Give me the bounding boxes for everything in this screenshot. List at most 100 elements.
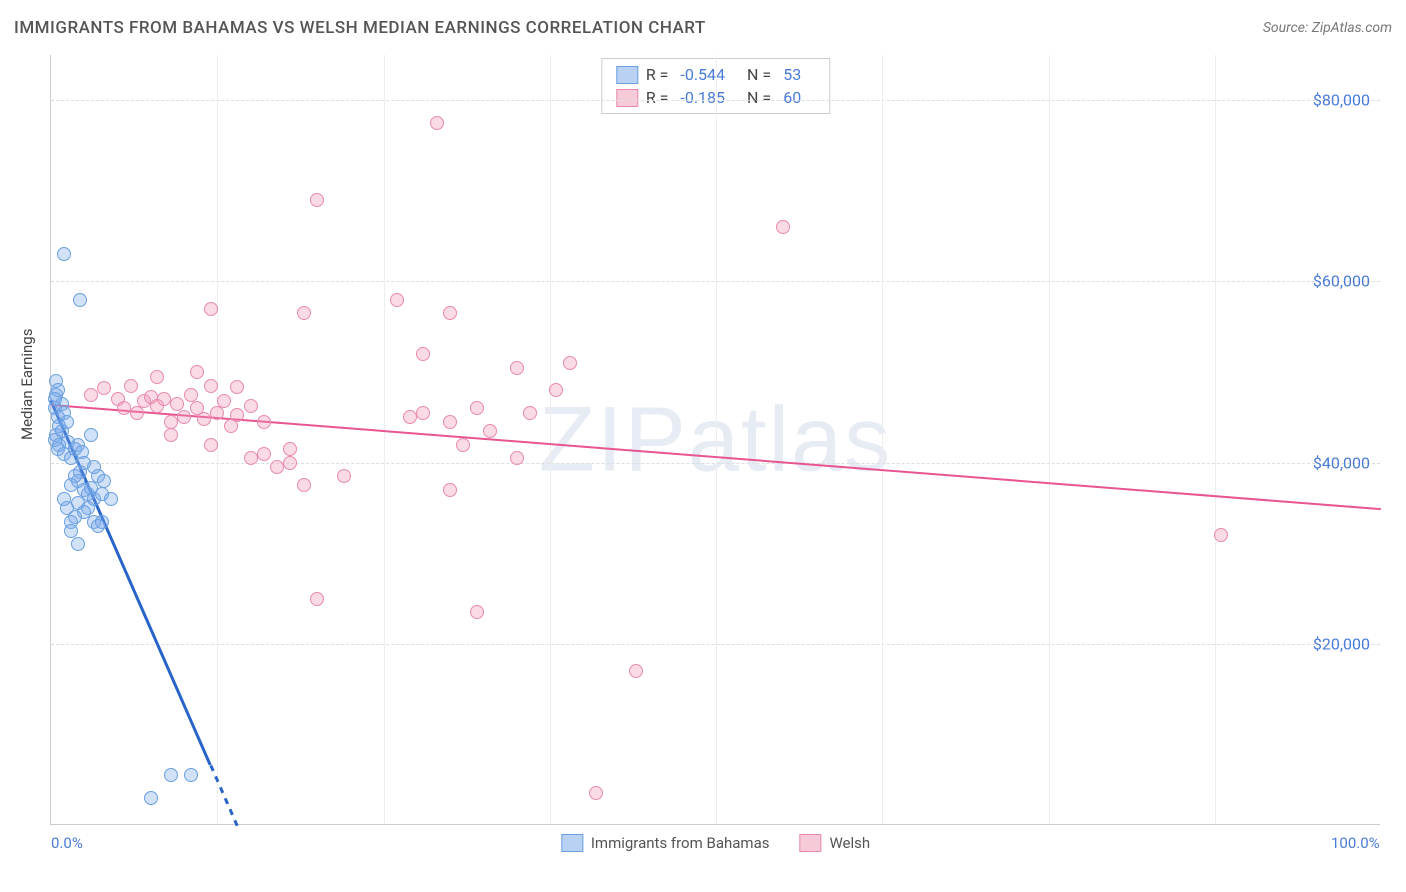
scatter-point xyxy=(629,664,643,678)
scatter-point xyxy=(257,447,271,461)
chart-container: IMMIGRANTS FROM BAHAMAS VS WELSH MEDIAN … xyxy=(0,0,1406,892)
scatter-point xyxy=(310,592,324,606)
gridline-v xyxy=(882,55,883,824)
gridline-v xyxy=(716,55,717,824)
scatter-point xyxy=(416,406,430,420)
scatter-point xyxy=(1214,528,1228,542)
scatter-point xyxy=(164,428,178,442)
y-tick-label: $80,000 xyxy=(1313,91,1370,110)
scatter-point xyxy=(84,428,98,442)
scatter-point xyxy=(270,460,284,474)
scatter-point xyxy=(204,302,218,316)
legend-n-value-2: 60 xyxy=(783,88,801,107)
legend-n-label: N = xyxy=(747,88,771,107)
scatter-point xyxy=(403,410,417,424)
scatter-point xyxy=(124,379,138,393)
scatter-point xyxy=(257,415,271,429)
gridline-v xyxy=(550,55,551,824)
y-tick-label: $20,000 xyxy=(1313,634,1370,653)
legend-series-box: Immigrants from Bahamas Welsh xyxy=(561,834,870,852)
scatter-point xyxy=(443,306,457,320)
scatter-point xyxy=(150,370,164,384)
scatter-point xyxy=(190,365,204,379)
gridline-v xyxy=(384,55,385,824)
legend-item-series1: Immigrants from Bahamas xyxy=(561,834,770,852)
scatter-point xyxy=(97,474,111,488)
legend-r-value-1: -0.544 xyxy=(680,65,725,84)
legend-swatch-series2-b xyxy=(799,834,821,852)
gridline-v xyxy=(1215,55,1216,824)
legend-label-series1: Immigrants from Bahamas xyxy=(591,834,770,852)
scatter-point xyxy=(184,768,198,782)
scatter-point xyxy=(283,456,297,470)
scatter-point xyxy=(297,478,311,492)
legend-r-label: R = xyxy=(646,65,669,84)
y-axis-title: Median Earnings xyxy=(18,329,36,440)
scatter-point xyxy=(456,438,470,452)
scatter-point xyxy=(197,412,211,426)
scatter-point xyxy=(87,460,101,474)
scatter-point xyxy=(510,361,524,375)
scatter-point xyxy=(337,469,351,483)
legend-swatch-series1 xyxy=(616,66,638,84)
x-tick-label: 100.0% xyxy=(1331,834,1380,852)
scatter-point xyxy=(217,394,231,408)
y-tick-label: $40,000 xyxy=(1313,453,1370,472)
scatter-point xyxy=(48,392,62,406)
scatter-point xyxy=(776,220,790,234)
scatter-point xyxy=(589,786,603,800)
scatter-point xyxy=(470,401,484,415)
scatter-point xyxy=(470,605,484,619)
chart-title: IMMIGRANTS FROM BAHAMAS VS WELSH MEDIAN … xyxy=(14,18,706,38)
scatter-point xyxy=(563,356,577,370)
scatter-point xyxy=(204,379,218,393)
scatter-point xyxy=(244,399,258,413)
scatter-point xyxy=(230,408,244,422)
x-tick-label: 0.0% xyxy=(51,834,83,852)
scatter-point xyxy=(416,347,430,361)
scatter-point xyxy=(73,293,87,307)
scatter-point xyxy=(204,438,218,452)
scatter-point xyxy=(71,537,85,551)
source-label: Source: ZipAtlas.com xyxy=(1263,20,1392,36)
gridline-v xyxy=(217,55,218,824)
scatter-point xyxy=(57,247,71,261)
scatter-point xyxy=(95,515,109,529)
legend-swatch-series1-b xyxy=(561,834,583,852)
scatter-point xyxy=(483,424,497,438)
scatter-point xyxy=(510,451,524,465)
trend-line-dashed xyxy=(209,765,238,827)
legend-n-value-1: 53 xyxy=(783,65,801,84)
scatter-point xyxy=(230,380,244,394)
scatter-point xyxy=(283,442,297,456)
scatter-point xyxy=(64,524,78,538)
scatter-point xyxy=(117,401,131,415)
scatter-point xyxy=(157,392,171,406)
scatter-point xyxy=(523,406,537,420)
scatter-point xyxy=(104,492,118,506)
scatter-point xyxy=(64,478,78,492)
y-tick-label: $60,000 xyxy=(1313,272,1370,291)
scatter-point xyxy=(57,492,71,506)
scatter-point xyxy=(60,415,74,429)
scatter-point xyxy=(177,410,191,424)
plot-area: ZIPatlas R = -0.544 N = 53 R = -0.185 N … xyxy=(50,55,1380,825)
gridline-v xyxy=(1049,55,1050,824)
scatter-point xyxy=(144,791,158,805)
scatter-point xyxy=(443,415,457,429)
scatter-point xyxy=(164,768,178,782)
scatter-point xyxy=(390,293,404,307)
legend-item-series2: Welsh xyxy=(799,834,870,852)
scatter-point xyxy=(310,193,324,207)
legend-r-label: R = xyxy=(646,88,669,107)
scatter-point xyxy=(184,388,198,402)
scatter-point xyxy=(430,116,444,130)
legend-r-value-2: -0.185 xyxy=(680,88,725,107)
scatter-point xyxy=(443,483,457,497)
legend-label-series2: Welsh xyxy=(829,834,870,852)
legend-n-label: N = xyxy=(747,65,771,84)
scatter-point xyxy=(170,397,184,411)
scatter-point xyxy=(84,388,98,402)
legend-swatch-series2 xyxy=(616,89,638,107)
scatter-point xyxy=(549,383,563,397)
